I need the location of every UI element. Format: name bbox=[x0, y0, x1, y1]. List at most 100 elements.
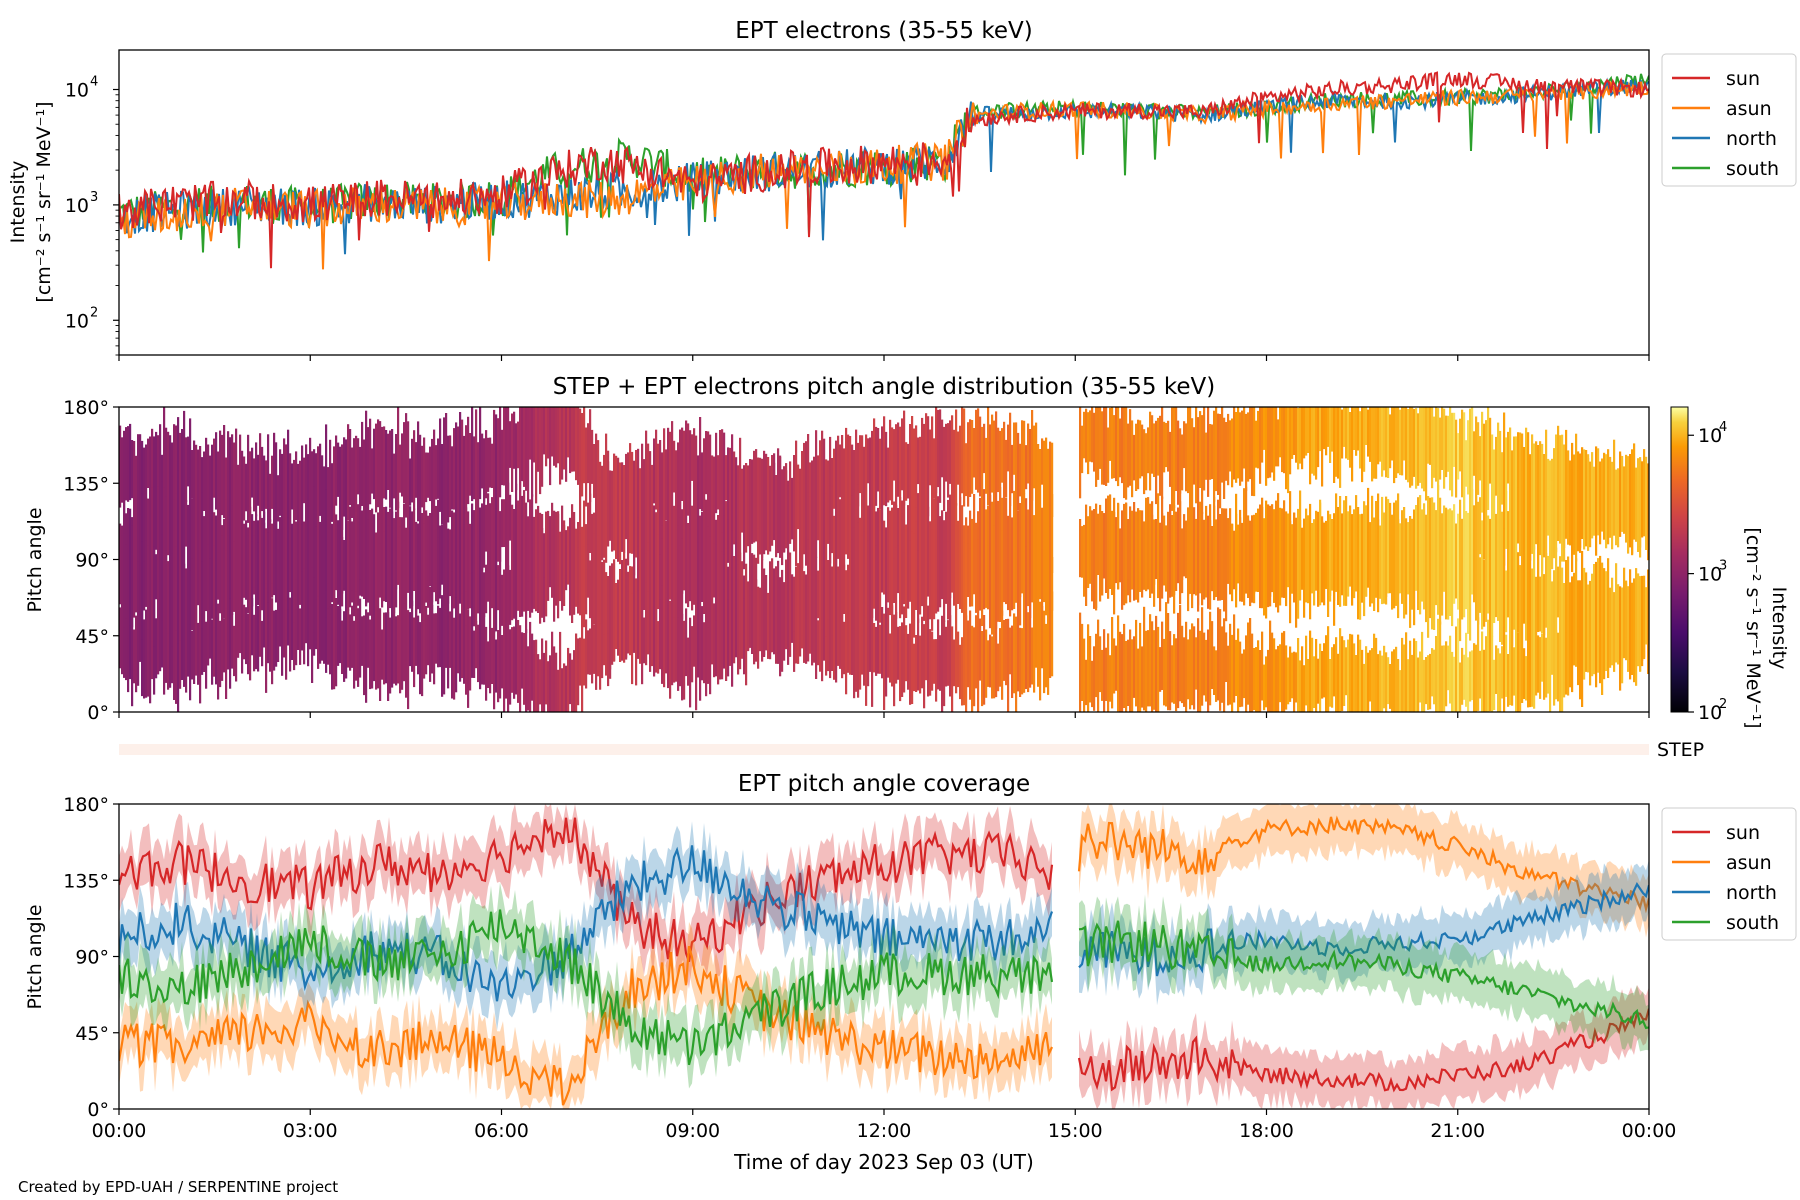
pad-cell bbox=[1213, 410, 1216, 502]
pad-cell bbox=[703, 622, 706, 684]
pad-cell bbox=[693, 428, 696, 517]
pad-cell bbox=[1309, 630, 1312, 712]
pad-cell bbox=[1367, 652, 1370, 712]
pad-cell bbox=[1037, 444, 1040, 500]
pad-cell bbox=[1387, 657, 1390, 705]
pad-cell bbox=[1565, 560, 1568, 633]
pad-cell bbox=[949, 615, 952, 697]
pad-cell bbox=[855, 429, 858, 520]
pad-cell bbox=[591, 538, 594, 626]
pad-cell bbox=[981, 538, 984, 626]
pad-cell bbox=[739, 552, 742, 630]
pad-cell bbox=[1299, 519, 1302, 601]
pad-cell bbox=[993, 608, 996, 699]
pad-cell bbox=[193, 599, 196, 684]
pad-cell bbox=[537, 505, 540, 567]
pad-cell bbox=[457, 498, 460, 600]
pad-cell bbox=[1639, 457, 1642, 548]
pad-cell bbox=[1157, 417, 1160, 476]
pad-cell bbox=[549, 516, 552, 583]
pad-heatmap bbox=[119, 407, 1649, 712]
pad-cell bbox=[1167, 613, 1170, 711]
pad-cell bbox=[337, 521, 340, 605]
pad-cell bbox=[1221, 514, 1224, 595]
pad-cell bbox=[877, 606, 880, 674]
pad-cell bbox=[1265, 656, 1268, 708]
pad-cell bbox=[481, 433, 484, 489]
pad-cell bbox=[959, 525, 962, 609]
pad-cell bbox=[591, 429, 594, 484]
coverage-panel: EPT pitch angle coverage 0°45°90°135°180… bbox=[24, 771, 1797, 1174]
pad-cell bbox=[1231, 634, 1234, 712]
pad-cell bbox=[1565, 595, 1568, 695]
pad-cell bbox=[793, 600, 796, 672]
pad-cell bbox=[791, 574, 794, 633]
pad-cell bbox=[853, 604, 856, 699]
pad-cell bbox=[481, 503, 484, 571]
pad-cell bbox=[545, 640, 548, 705]
pad-cell bbox=[1223, 618, 1226, 712]
pad-cell bbox=[887, 447, 890, 503]
pad-cell bbox=[1119, 418, 1122, 478]
pad-cell bbox=[1645, 456, 1648, 550]
pad-cell bbox=[1549, 460, 1552, 554]
pad-cell bbox=[211, 444, 214, 516]
pad-cell bbox=[1561, 612, 1564, 712]
pad-cell bbox=[1501, 646, 1504, 699]
pad-cell bbox=[1607, 558, 1610, 663]
pad-cell bbox=[669, 431, 672, 523]
pad-cell bbox=[815, 556, 818, 651]
pad-cell bbox=[419, 622, 422, 695]
pad-cell bbox=[1089, 410, 1092, 462]
pad-cell bbox=[1631, 449, 1634, 554]
pad-cell bbox=[883, 416, 886, 506]
pad-cell bbox=[1097, 619, 1100, 712]
pad-cell bbox=[1581, 551, 1584, 653]
pad-cell bbox=[711, 534, 714, 633]
pad-cell bbox=[857, 522, 860, 626]
pad-cell bbox=[1139, 420, 1142, 479]
pad-cell bbox=[1603, 607, 1606, 680]
pad-cell bbox=[1399, 409, 1402, 476]
pad-cell bbox=[517, 500, 520, 575]
pad-cell bbox=[897, 422, 900, 497]
pad-cell bbox=[851, 595, 854, 675]
pad-cell bbox=[891, 605, 894, 687]
pad-cell bbox=[491, 443, 494, 488]
pad-cell bbox=[1085, 659, 1088, 706]
pad-cell bbox=[513, 548, 516, 619]
pad-cell bbox=[447, 435, 450, 523]
pad-cell bbox=[723, 432, 726, 516]
pad-cell bbox=[485, 504, 488, 552]
pad-cell bbox=[1573, 454, 1576, 555]
pad-cell bbox=[679, 610, 682, 687]
pad-cell bbox=[239, 535, 242, 630]
pad-cell bbox=[263, 511, 266, 605]
pad-cell bbox=[471, 407, 474, 502]
pad-cell bbox=[1633, 443, 1636, 536]
pad-cell bbox=[1637, 573, 1640, 667]
pad-cell bbox=[1267, 407, 1270, 479]
pad-cell bbox=[1265, 407, 1268, 486]
pad-cell bbox=[195, 604, 198, 676]
pad-cell bbox=[1093, 509, 1096, 599]
pad-cell bbox=[1509, 485, 1512, 567]
pad-cell bbox=[825, 561, 828, 637]
pad-cell bbox=[871, 608, 874, 707]
pad-cell bbox=[1547, 555, 1550, 623]
pad-cell bbox=[719, 430, 722, 510]
pad-cell bbox=[993, 420, 996, 503]
pad-cell bbox=[1369, 407, 1372, 462]
pad-cell bbox=[695, 435, 698, 521]
pad-cell bbox=[281, 453, 284, 523]
pad-cell bbox=[389, 430, 392, 508]
pad-cell bbox=[1089, 506, 1092, 577]
pad-cell bbox=[427, 452, 430, 498]
pad-cell bbox=[957, 520, 960, 575]
pad-cell bbox=[1241, 410, 1244, 482]
pad-cell bbox=[135, 615, 138, 693]
pad-cell bbox=[533, 516, 536, 578]
pad-cell bbox=[1591, 452, 1594, 516]
